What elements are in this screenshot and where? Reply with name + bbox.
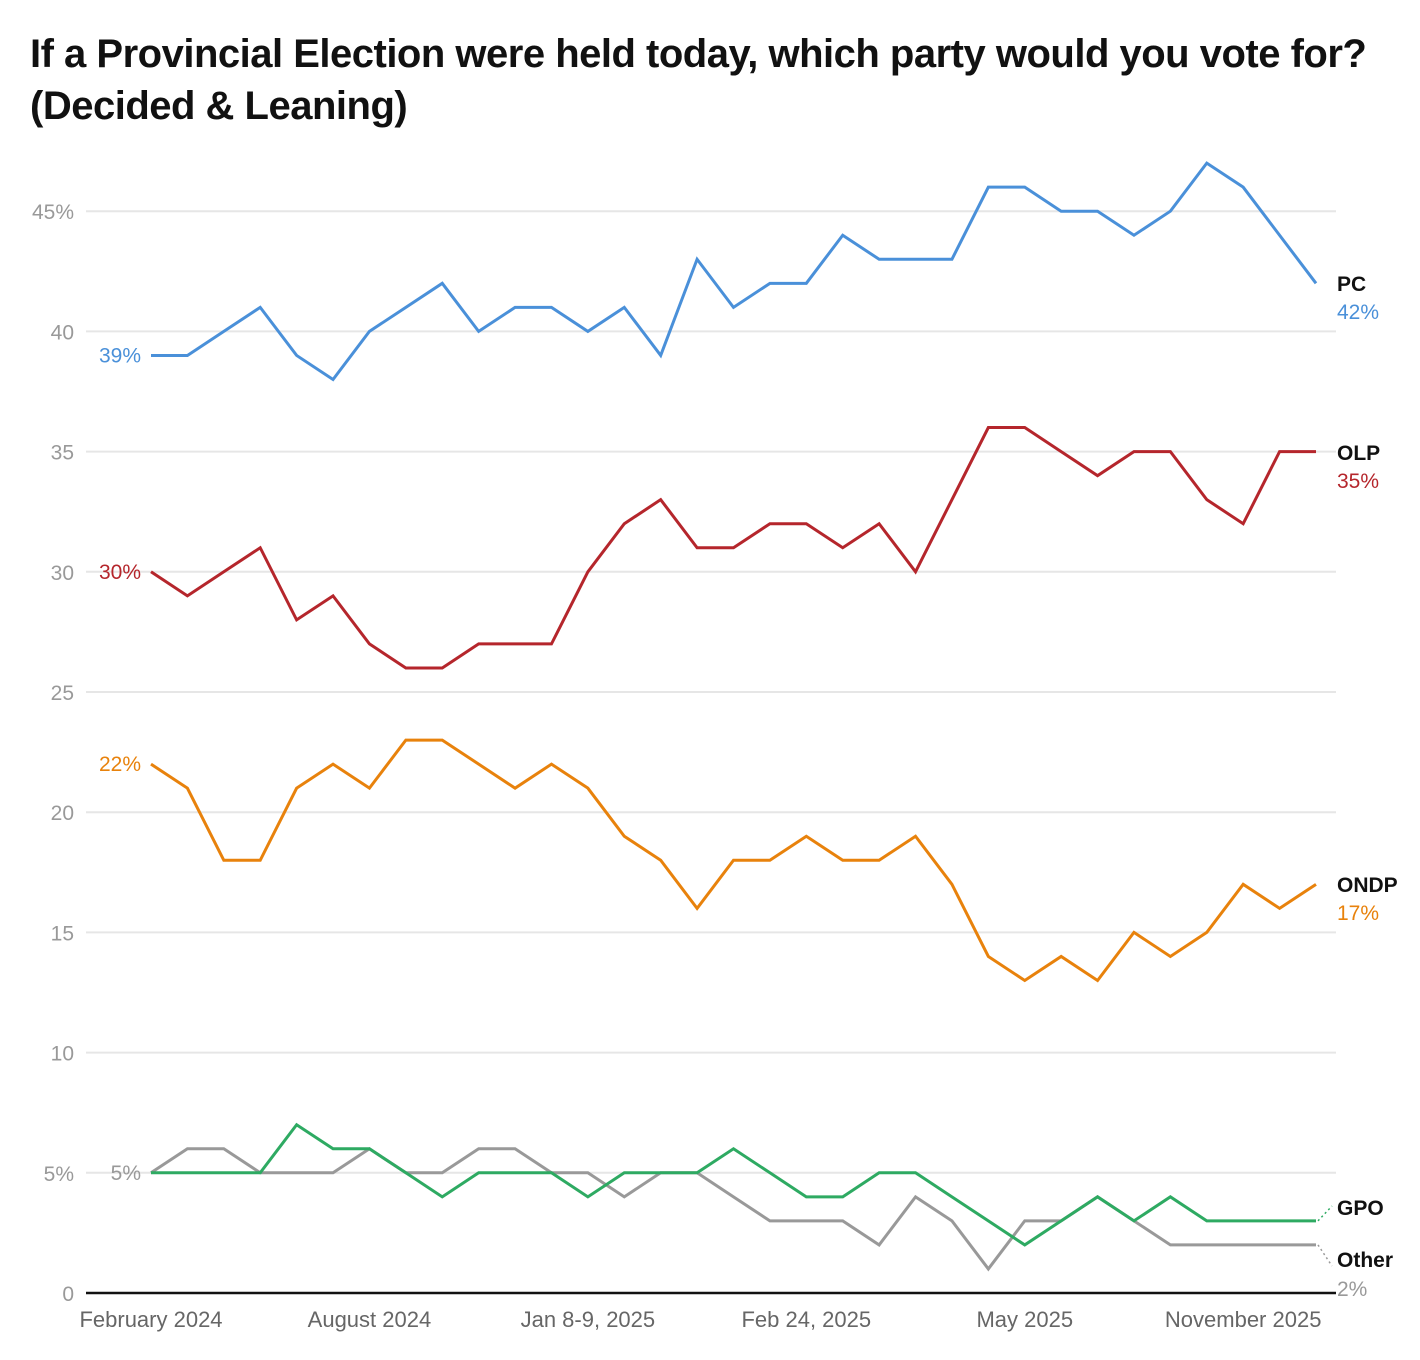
series-name-gpo: GPO	[1337, 1197, 1384, 1220]
y-tick-label: 40	[51, 321, 74, 344]
start-label-gpo: 5%	[111, 1162, 141, 1185]
x-tick-label: February 2024	[79, 1307, 222, 1332]
series-name-olp: OLP	[1337, 442, 1380, 465]
x-tick-label: November 2025	[1165, 1307, 1322, 1332]
end-label-olp: 35%	[1337, 470, 1379, 493]
y-tick-label: 15	[51, 922, 74, 945]
start-label-pc: 39%	[99, 344, 141, 367]
end-label-pc: 42%	[1337, 301, 1379, 324]
y-tick-label: 20	[51, 802, 74, 825]
y-tick-label: 10	[51, 1043, 74, 1066]
y-tick-label: 0	[62, 1283, 74, 1306]
start-label-ondp: 22%	[99, 753, 141, 776]
end-label-ondp: 17%	[1337, 902, 1379, 925]
start-label-olp: 30%	[99, 561, 141, 584]
series-name-pc: PC	[1337, 273, 1366, 296]
series-line-other	[150, 1146, 1316, 1272]
x-tick-label: Feb 24, 2025	[741, 1307, 871, 1332]
leader-line	[1317, 1244, 1333, 1267]
x-tick-label: August 2024	[308, 1307, 432, 1332]
y-tick-label: 5%	[44, 1163, 74, 1186]
y-tick-label: 45%	[32, 201, 74, 224]
y-tick-label: 35	[51, 442, 74, 465]
leader-line	[1317, 1205, 1333, 1222]
series-name-ondp: ONDP	[1337, 874, 1398, 897]
series-name-other: Other	[1337, 1249, 1393, 1272]
y-tick-label: 25	[51, 682, 74, 705]
end-label-other: 2%	[1337, 1278, 1367, 1301]
y-tick-label: 30	[51, 562, 74, 585]
x-tick-label: May 2025	[976, 1307, 1073, 1332]
chart-title: If a Provincial Election were held today…	[30, 32, 1367, 128]
x-tick-label: Jan 8-9, 2025	[521, 1307, 656, 1332]
series-line-pc	[151, 161, 1318, 382]
